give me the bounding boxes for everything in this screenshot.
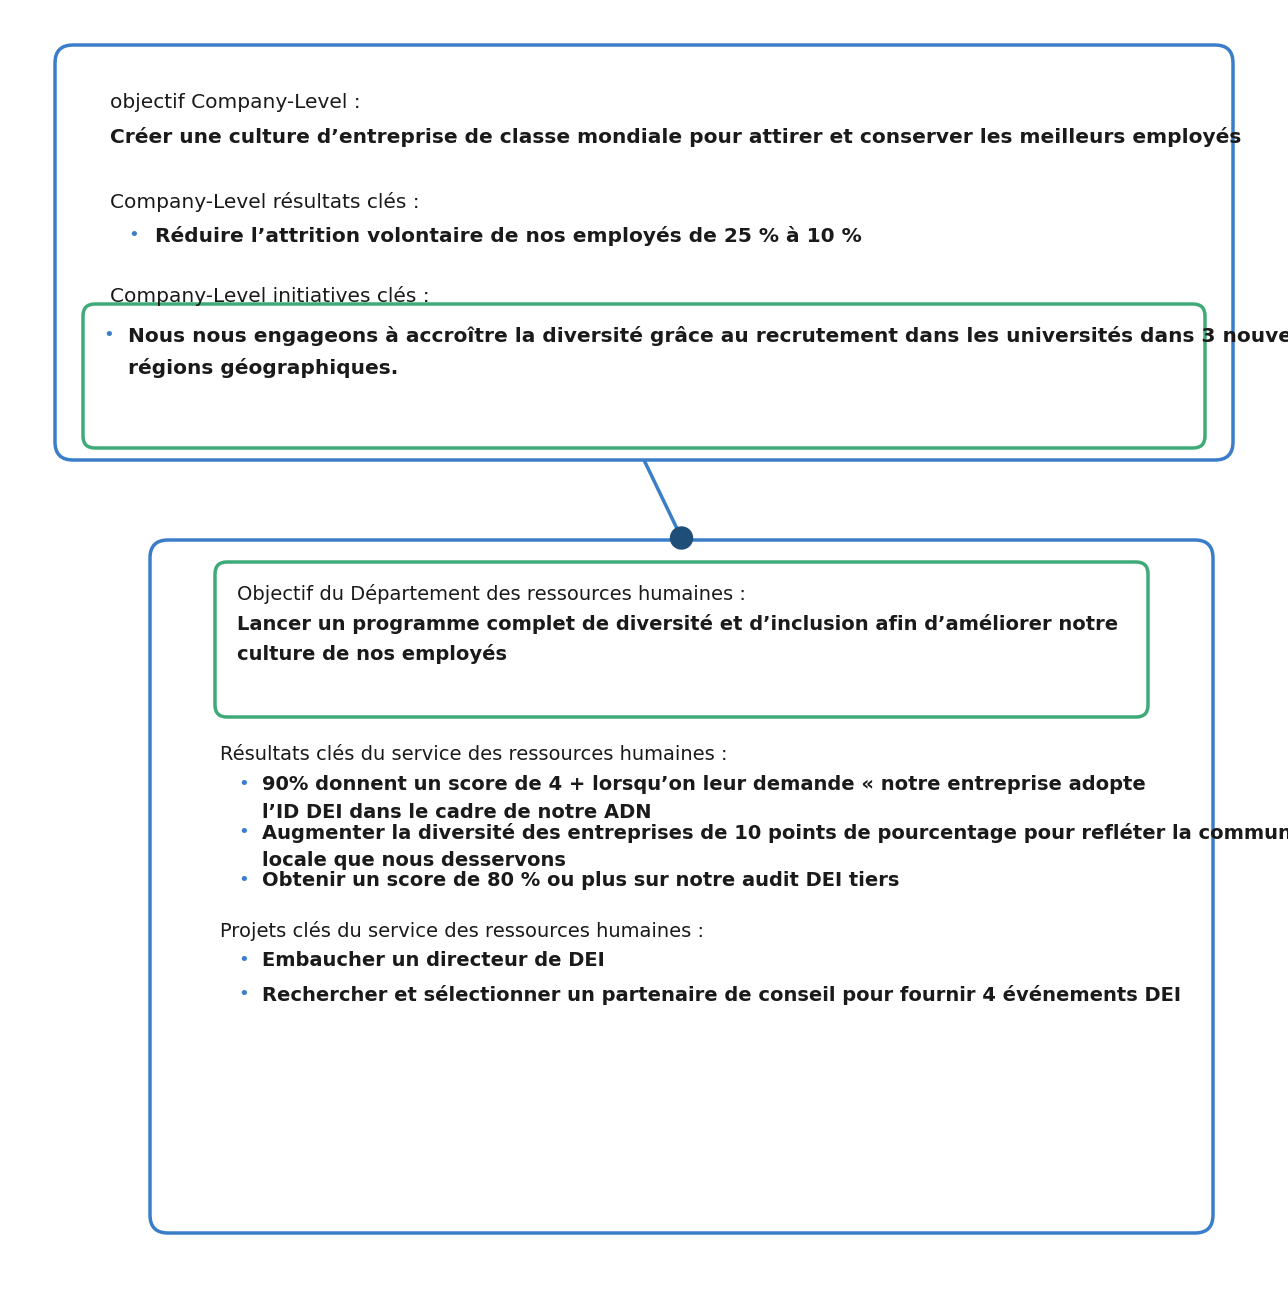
Text: •: • [238,951,249,970]
Circle shape [671,527,693,549]
Text: Projets clés du service des ressources humaines :: Projets clés du service des ressources h… [220,922,705,941]
Text: Nous nous engageons à accroître la diversité grâce au recrutement dans les unive: Nous nous engageons à accroître la diver… [128,326,1288,347]
Text: Créer une culture d’entreprise de classe mondiale pour attirer et conserver les : Créer une culture d’entreprise de classe… [109,127,1242,147]
Text: Obtenir un score de 80 % ou plus sur notre audit DEI tiers: Obtenir un score de 80 % ou plus sur not… [261,871,899,890]
Text: locale que nous desservons: locale que nous desservons [261,851,565,870]
Text: •: • [238,823,249,841]
Text: Résultats clés du service des ressources humaines :: Résultats clés du service des ressources… [220,745,728,765]
Text: Augmenter la diversité des entreprises de 10 points de pourcentage pour refléter: Augmenter la diversité des entreprises d… [261,823,1288,842]
Text: •: • [238,871,249,889]
Text: •: • [238,775,249,793]
Text: culture de nos employés: culture de nos employés [237,644,507,665]
FancyBboxPatch shape [82,304,1206,448]
FancyBboxPatch shape [55,45,1233,459]
Text: Company-Level initiatives clés :: Company-Level initiatives clés : [109,286,430,306]
Text: Objectif du Département des ressources humaines :: Objectif du Département des ressources h… [237,584,746,604]
Text: 90% donnent un score de 4 + lorsqu’on leur demande « notre entreprise adopte: 90% donnent un score de 4 + lorsqu’on le… [261,775,1146,794]
Text: Réduire l’attrition volontaire de nos employés de 25 % à 10 %: Réduire l’attrition volontaire de nos em… [155,226,862,247]
FancyBboxPatch shape [149,540,1213,1233]
Text: Embaucher un directeur de DEI: Embaucher un directeur de DEI [261,951,605,970]
Text: •: • [103,326,113,344]
Text: Lancer un programme complet de diversité et d’inclusion afin d’améliorer notre: Lancer un programme complet de diversité… [237,614,1118,633]
Text: Company-Level résultats clés :: Company-Level résultats clés : [109,192,420,212]
Text: •: • [238,985,249,1003]
FancyBboxPatch shape [215,562,1148,716]
Text: •: • [128,226,139,244]
Text: régions géographiques.: régions géographiques. [128,358,398,378]
Text: l’ID DEI dans le cadre de notre ADN: l’ID DEI dans le cadre de notre ADN [261,803,652,822]
Text: Rechercher et sélectionner un partenaire de conseil pour fournir 4 événements DE: Rechercher et sélectionner un partenaire… [261,985,1181,1005]
Text: objectif Company-Level :: objectif Company-Level : [109,93,361,112]
